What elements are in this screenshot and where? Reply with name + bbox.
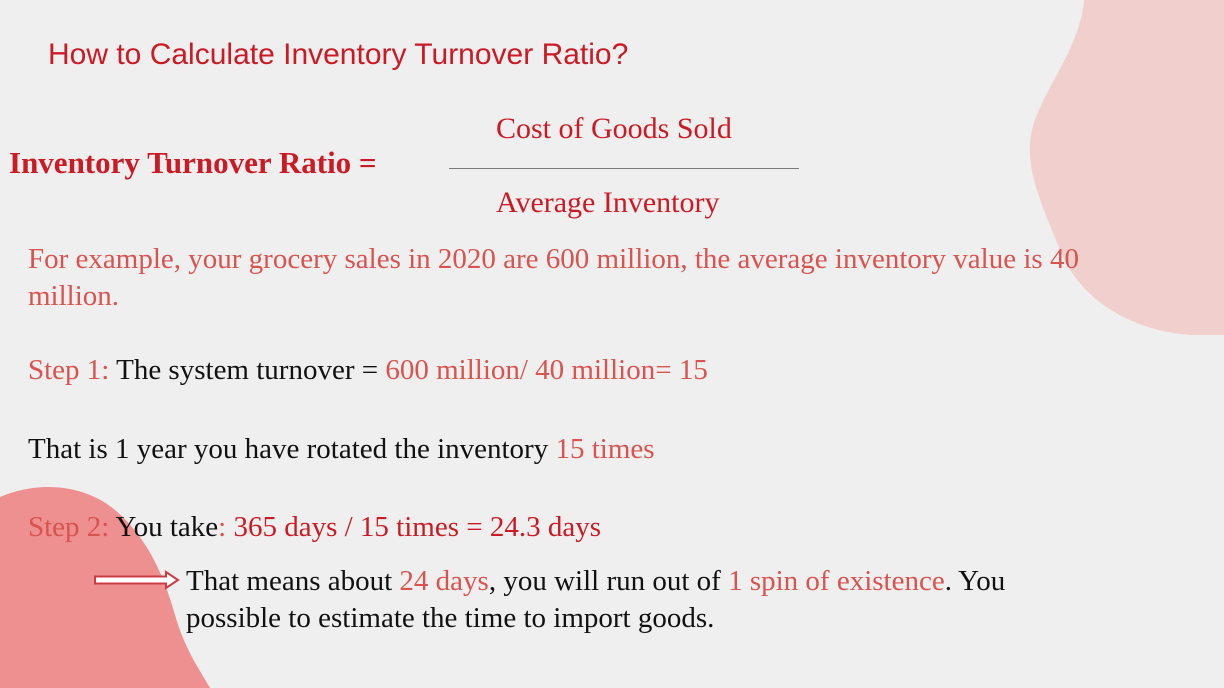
conclusion-part-1: That means about bbox=[186, 565, 400, 597]
step-2-colon: : bbox=[218, 511, 234, 543]
example-paragraph: For example, your grocery sales in 2020 … bbox=[28, 243, 1079, 312]
rotation-text: That is 1 year you have rotated the inve… bbox=[28, 433, 556, 465]
step-2-line: Step 2: You take: 365 days / 15 times = … bbox=[28, 511, 601, 544]
step-1-line: Step 1: The system turnover = 600 millio… bbox=[28, 354, 708, 387]
step-1-calculation: 600 million/ 40 million= 15 bbox=[385, 354, 708, 386]
step-2-label: Step 2: bbox=[28, 511, 110, 543]
formula-label: Inventory Turnover Ratio = bbox=[9, 145, 377, 180]
conclusion-days: 24 days bbox=[399, 565, 489, 597]
step-1-label: Step 1: bbox=[28, 354, 110, 386]
conclusion-part-3: . You possible to estimate the time to i… bbox=[186, 565, 1006, 634]
decorative-blob-top-right bbox=[1029, 0, 1224, 335]
formula-numerator: Cost of Goods Sold bbox=[496, 112, 732, 145]
formula-denominator: Average Inventory bbox=[496, 186, 720, 219]
decorative-blob-bottom-left bbox=[0, 487, 210, 688]
step-2-you-take: You take bbox=[109, 511, 219, 543]
rotation-line: That is 1 year you have rotated the inve… bbox=[28, 433, 655, 466]
rotation-highlight: 15 times bbox=[555, 433, 655, 465]
step-1-text: The system turnover = bbox=[109, 354, 386, 386]
right-arrow-icon bbox=[94, 570, 180, 590]
step-2-calculation: 365 days / 15 times = 24.3 days bbox=[233, 511, 602, 543]
conclusion-part-2: , you will run out of bbox=[488, 565, 729, 597]
fraction-bar bbox=[449, 168, 799, 169]
conclusion-paragraph: That means about 24 days, you will run o… bbox=[186, 563, 1086, 637]
conclusion-spin: 1 spin of existence bbox=[728, 565, 945, 597]
page-title: How to Calculate Inventory Turnover Rati… bbox=[48, 38, 629, 71]
